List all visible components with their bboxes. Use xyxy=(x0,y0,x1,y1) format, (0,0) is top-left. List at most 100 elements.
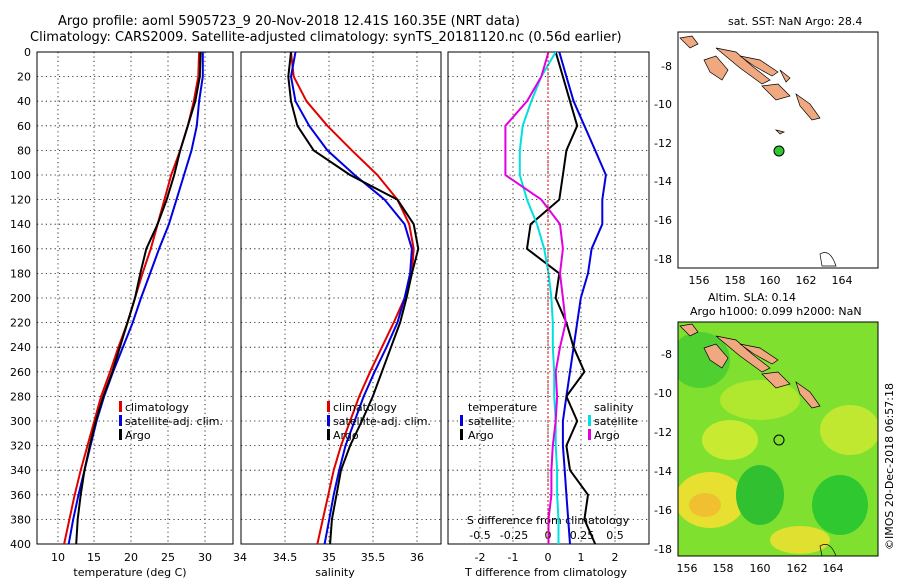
s-difference-tick: 0.5 xyxy=(606,529,624,542)
grid-lines xyxy=(37,52,649,544)
land-shape xyxy=(819,252,837,267)
map-ytick: -10 xyxy=(654,98,672,111)
salinity-curves xyxy=(287,52,420,544)
difference-xtick: -1 xyxy=(508,551,519,564)
s-difference-tick: -0.5 xyxy=(469,529,490,542)
temperature-xtick: 15 xyxy=(87,551,101,564)
legend-label-t-argo: Argo xyxy=(468,429,494,442)
series-line-temperature-satellite xyxy=(558,52,607,544)
legend-label-satellite: satellite-adj. clim. xyxy=(125,415,223,428)
legend-title-temperature: temperature xyxy=(468,401,537,414)
series-line-argo xyxy=(75,52,202,544)
depth-tick: 140 xyxy=(10,218,31,231)
legend-label-s-satellite: satellite xyxy=(594,415,638,428)
sla-map-xticks: 156 158 160 162 164 xyxy=(677,562,844,575)
figure-title-line2: Climatology: CARS2009. Satellite-adjuste… xyxy=(30,30,622,45)
depth-tick: 60 xyxy=(17,120,31,133)
map-ytick: -16 xyxy=(654,504,672,517)
depth-tick: 300 xyxy=(10,415,31,428)
salinity-xtick: 34 xyxy=(233,551,247,564)
temperature-xtick: 10 xyxy=(51,551,65,564)
map-ytick: -10 xyxy=(654,387,672,400)
s-difference-ticks: -0.5 -0.25 0 0.25 0.5 xyxy=(469,529,623,542)
argo-location-marker xyxy=(773,145,785,157)
legend-swatch-t-argo xyxy=(460,429,463,440)
sla-blob xyxy=(736,465,784,525)
sla-map-title2: Argo h1000: 0.099 h2000: NaN xyxy=(690,305,862,318)
depth-tick: 340 xyxy=(10,464,31,477)
land-shape xyxy=(715,335,771,373)
map-xtick: 156 xyxy=(689,274,710,287)
salinity-xlabel: salinity xyxy=(315,566,355,579)
depth-tick: 120 xyxy=(10,194,31,207)
map-ytick: -18 xyxy=(654,253,672,266)
salinity-xtick: 35 xyxy=(322,551,336,564)
map-ytick: -8 xyxy=(661,60,672,73)
legend-swatch-climatology xyxy=(119,401,122,412)
map-ytick: -14 xyxy=(654,465,672,478)
legend-swatch-s-satellite xyxy=(588,415,591,426)
temperature-legend: climatology satellite-adj. clim. Argo xyxy=(119,401,223,442)
series-line-salinity-argo xyxy=(504,52,567,544)
land-shape xyxy=(795,381,821,409)
sla-blob xyxy=(770,526,830,554)
difference-legend: temperature satellite Argo salinity sate… xyxy=(460,401,638,442)
map-ytick: -12 xyxy=(654,426,672,439)
difference-xticks: -2 -1 0 1 2 xyxy=(475,551,619,564)
sla-blob xyxy=(720,380,800,420)
legend-label-argo: Argo xyxy=(125,429,151,442)
temperature-xtick: 25 xyxy=(161,551,175,564)
depth-tick: 240 xyxy=(10,341,31,354)
sla-blob xyxy=(689,493,721,517)
legend-label-satellite: satellite-adj. clim. xyxy=(333,415,431,428)
depth-tick: 280 xyxy=(10,390,31,403)
legend-swatch-t-satellite xyxy=(460,415,463,426)
depth-tick: 0 xyxy=(24,46,31,59)
map-xtick: 156 xyxy=(677,562,698,575)
land-shape xyxy=(703,55,729,81)
depth-tick: 360 xyxy=(10,489,31,502)
land-shape xyxy=(679,35,699,49)
depth-tick: 260 xyxy=(10,366,31,379)
s-difference-tick: 0.25 xyxy=(570,529,595,542)
depth-tick: 20 xyxy=(17,71,31,84)
map-ytick: -18 xyxy=(654,543,672,556)
series-line-satellite-adj-clim- xyxy=(290,52,413,544)
series-line-temperature-argo xyxy=(526,52,597,544)
map-xtick: 158 xyxy=(725,274,746,287)
depth-tick: 40 xyxy=(17,95,31,108)
temperature-xticks: 10 15 20 25 30 xyxy=(51,551,212,564)
legend-swatch-argo xyxy=(119,429,122,440)
legend-label-climatology: climatology xyxy=(125,401,189,414)
sla-blob xyxy=(820,405,878,455)
land-shape xyxy=(703,343,729,369)
difference-xtick: 2 xyxy=(612,551,619,564)
land-shape xyxy=(779,69,791,83)
depth-tick: 160 xyxy=(10,243,31,256)
salinity-xtick: 35.5 xyxy=(361,551,386,564)
land-shape xyxy=(761,83,791,101)
series-line-argo xyxy=(287,52,420,544)
land-shape xyxy=(774,129,786,135)
sst-map-title: sat. SST: NaN Argo: 28.4 xyxy=(728,15,862,28)
map-xtick: 164 xyxy=(823,562,844,575)
map-xtick: 158 xyxy=(713,562,734,575)
legend-label-argo: Argo xyxy=(333,429,359,442)
sst-map-land xyxy=(679,35,837,267)
land-shape xyxy=(819,544,837,556)
land-shape xyxy=(761,371,791,389)
legend-swatch-climatology xyxy=(327,401,330,412)
depth-tick: 380 xyxy=(10,513,31,526)
depth-tick-labels: 0 20 40 60 80 100 120 140 160 180 200 220 240 260 280 3… xyxy=(10,46,31,551)
map-ytick: -12 xyxy=(654,137,672,150)
argo-location-marker-sla xyxy=(773,434,785,446)
sst-map-xticks: 156 158 160 162 164 xyxy=(689,274,853,287)
sla-blob xyxy=(812,475,868,535)
map-ytick: -14 xyxy=(654,175,672,188)
legend-title-salinity: salinity xyxy=(594,401,634,414)
depth-tick: 220 xyxy=(10,317,31,330)
map-xtick: 164 xyxy=(832,274,853,287)
salinity-xtick: 34.5 xyxy=(273,551,298,564)
legend-swatch-satellite xyxy=(327,415,330,426)
temperature-xlabel: temperature (deg C) xyxy=(73,566,186,579)
